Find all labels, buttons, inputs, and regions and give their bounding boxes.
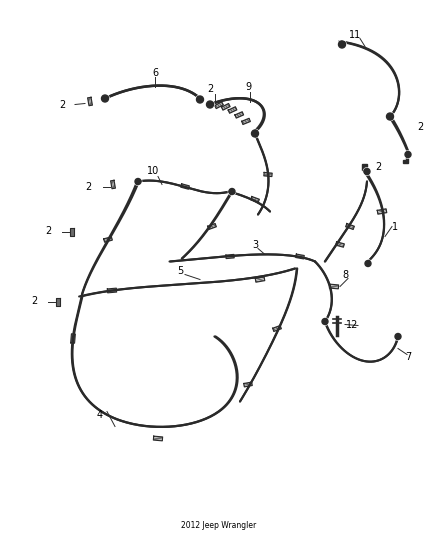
Polygon shape — [403, 157, 408, 163]
Circle shape — [197, 96, 204, 103]
Circle shape — [251, 130, 258, 137]
Circle shape — [135, 179, 141, 184]
Circle shape — [365, 261, 371, 266]
Text: 2: 2 — [375, 161, 381, 172]
Text: 8: 8 — [342, 270, 348, 279]
Text: 11: 11 — [349, 29, 361, 39]
Text: 5: 5 — [177, 266, 183, 277]
Polygon shape — [362, 164, 367, 169]
Text: 2: 2 — [31, 296, 37, 306]
Text: 2: 2 — [59, 100, 65, 109]
Text: 1: 1 — [392, 222, 398, 231]
Text: 2: 2 — [417, 122, 423, 132]
Circle shape — [395, 334, 401, 340]
Text: 7: 7 — [405, 351, 411, 361]
Text: 2: 2 — [207, 85, 213, 94]
Text: 6: 6 — [152, 68, 158, 77]
Text: 4: 4 — [97, 409, 103, 419]
Circle shape — [102, 95, 109, 102]
Circle shape — [364, 168, 370, 174]
Circle shape — [386, 113, 393, 120]
Text: 2: 2 — [85, 182, 91, 191]
Text: 3: 3 — [252, 239, 258, 249]
Circle shape — [206, 101, 213, 108]
Text: 10: 10 — [147, 166, 159, 176]
Circle shape — [229, 189, 235, 195]
Text: 12: 12 — [346, 319, 358, 329]
Circle shape — [405, 151, 411, 157]
Text: 9: 9 — [245, 83, 251, 93]
Circle shape — [339, 41, 346, 48]
Text: 2: 2 — [45, 227, 51, 237]
Text: 2012 Jeep Wrangler: 2012 Jeep Wrangler — [181, 521, 257, 530]
Circle shape — [322, 319, 328, 325]
